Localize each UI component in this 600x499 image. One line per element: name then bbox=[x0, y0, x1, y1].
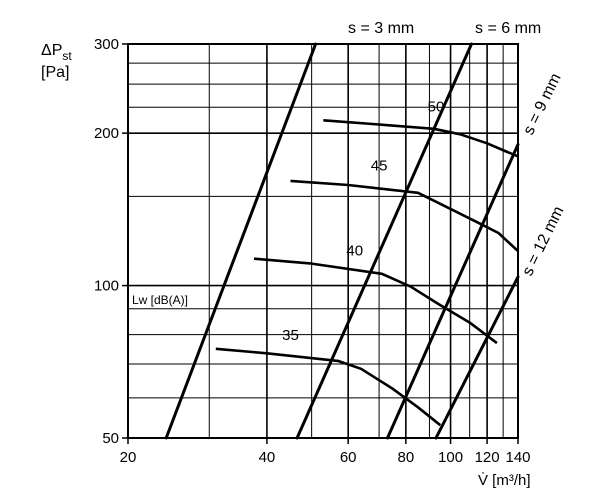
y-tick-label: 300 bbox=[94, 36, 119, 53]
gap-line-label: s = 12 mm bbox=[519, 204, 567, 279]
sound-curve bbox=[215, 347, 442, 427]
x-tick-label: 80 bbox=[397, 449, 414, 466]
sound-curve bbox=[290, 179, 519, 253]
y-axis-label: ΔPst bbox=[41, 42, 72, 63]
y-tick-label: 50 bbox=[102, 430, 119, 447]
gap-line-label: s = 9 mm bbox=[520, 71, 564, 138]
x-tick-label: 60 bbox=[340, 449, 357, 466]
x-tick-label: 140 bbox=[505, 449, 530, 466]
x-tick-label: 40 bbox=[259, 449, 276, 466]
x-tick-label: 100 bbox=[438, 449, 463, 466]
gap-line bbox=[434, 275, 520, 440]
sound-curve-label: 45 bbox=[371, 157, 388, 174]
y-axis-unit: [Pa] bbox=[41, 64, 69, 81]
plot-lines bbox=[164, 42, 520, 440]
ticks: 20 40 60 80 100 120 140 50 100 200 300 bbox=[94, 36, 531, 466]
plot-frame bbox=[127, 43, 519, 439]
sound-curve-label: 40 bbox=[346, 243, 363, 260]
gap-line-label: s = 3 mm bbox=[348, 20, 414, 37]
gap-line bbox=[164, 42, 318, 440]
series-label: Lw [dB(A)] bbox=[132, 293, 188, 307]
y-tick-label: 100 bbox=[94, 278, 119, 295]
gap-line bbox=[385, 142, 520, 440]
sound-curve-label: 35 bbox=[282, 327, 299, 344]
y-tick-label: 200 bbox=[94, 125, 119, 142]
sound-curve bbox=[253, 257, 498, 345]
x-tick-label: 120 bbox=[475, 449, 500, 466]
y-axis-label-main: ΔP bbox=[41, 42, 62, 59]
grid bbox=[127, 43, 519, 439]
gap-line bbox=[295, 42, 473, 440]
x-tick-label: 20 bbox=[120, 449, 137, 466]
sound-curve bbox=[323, 119, 519, 158]
y-axis-label-sub: st bbox=[62, 49, 72, 63]
sound-curve-label: 50 bbox=[428, 98, 445, 115]
x-axis-label: V̇ [m³/h] bbox=[478, 472, 531, 489]
gap-line-label: s = 6 mm bbox=[475, 20, 541, 37]
